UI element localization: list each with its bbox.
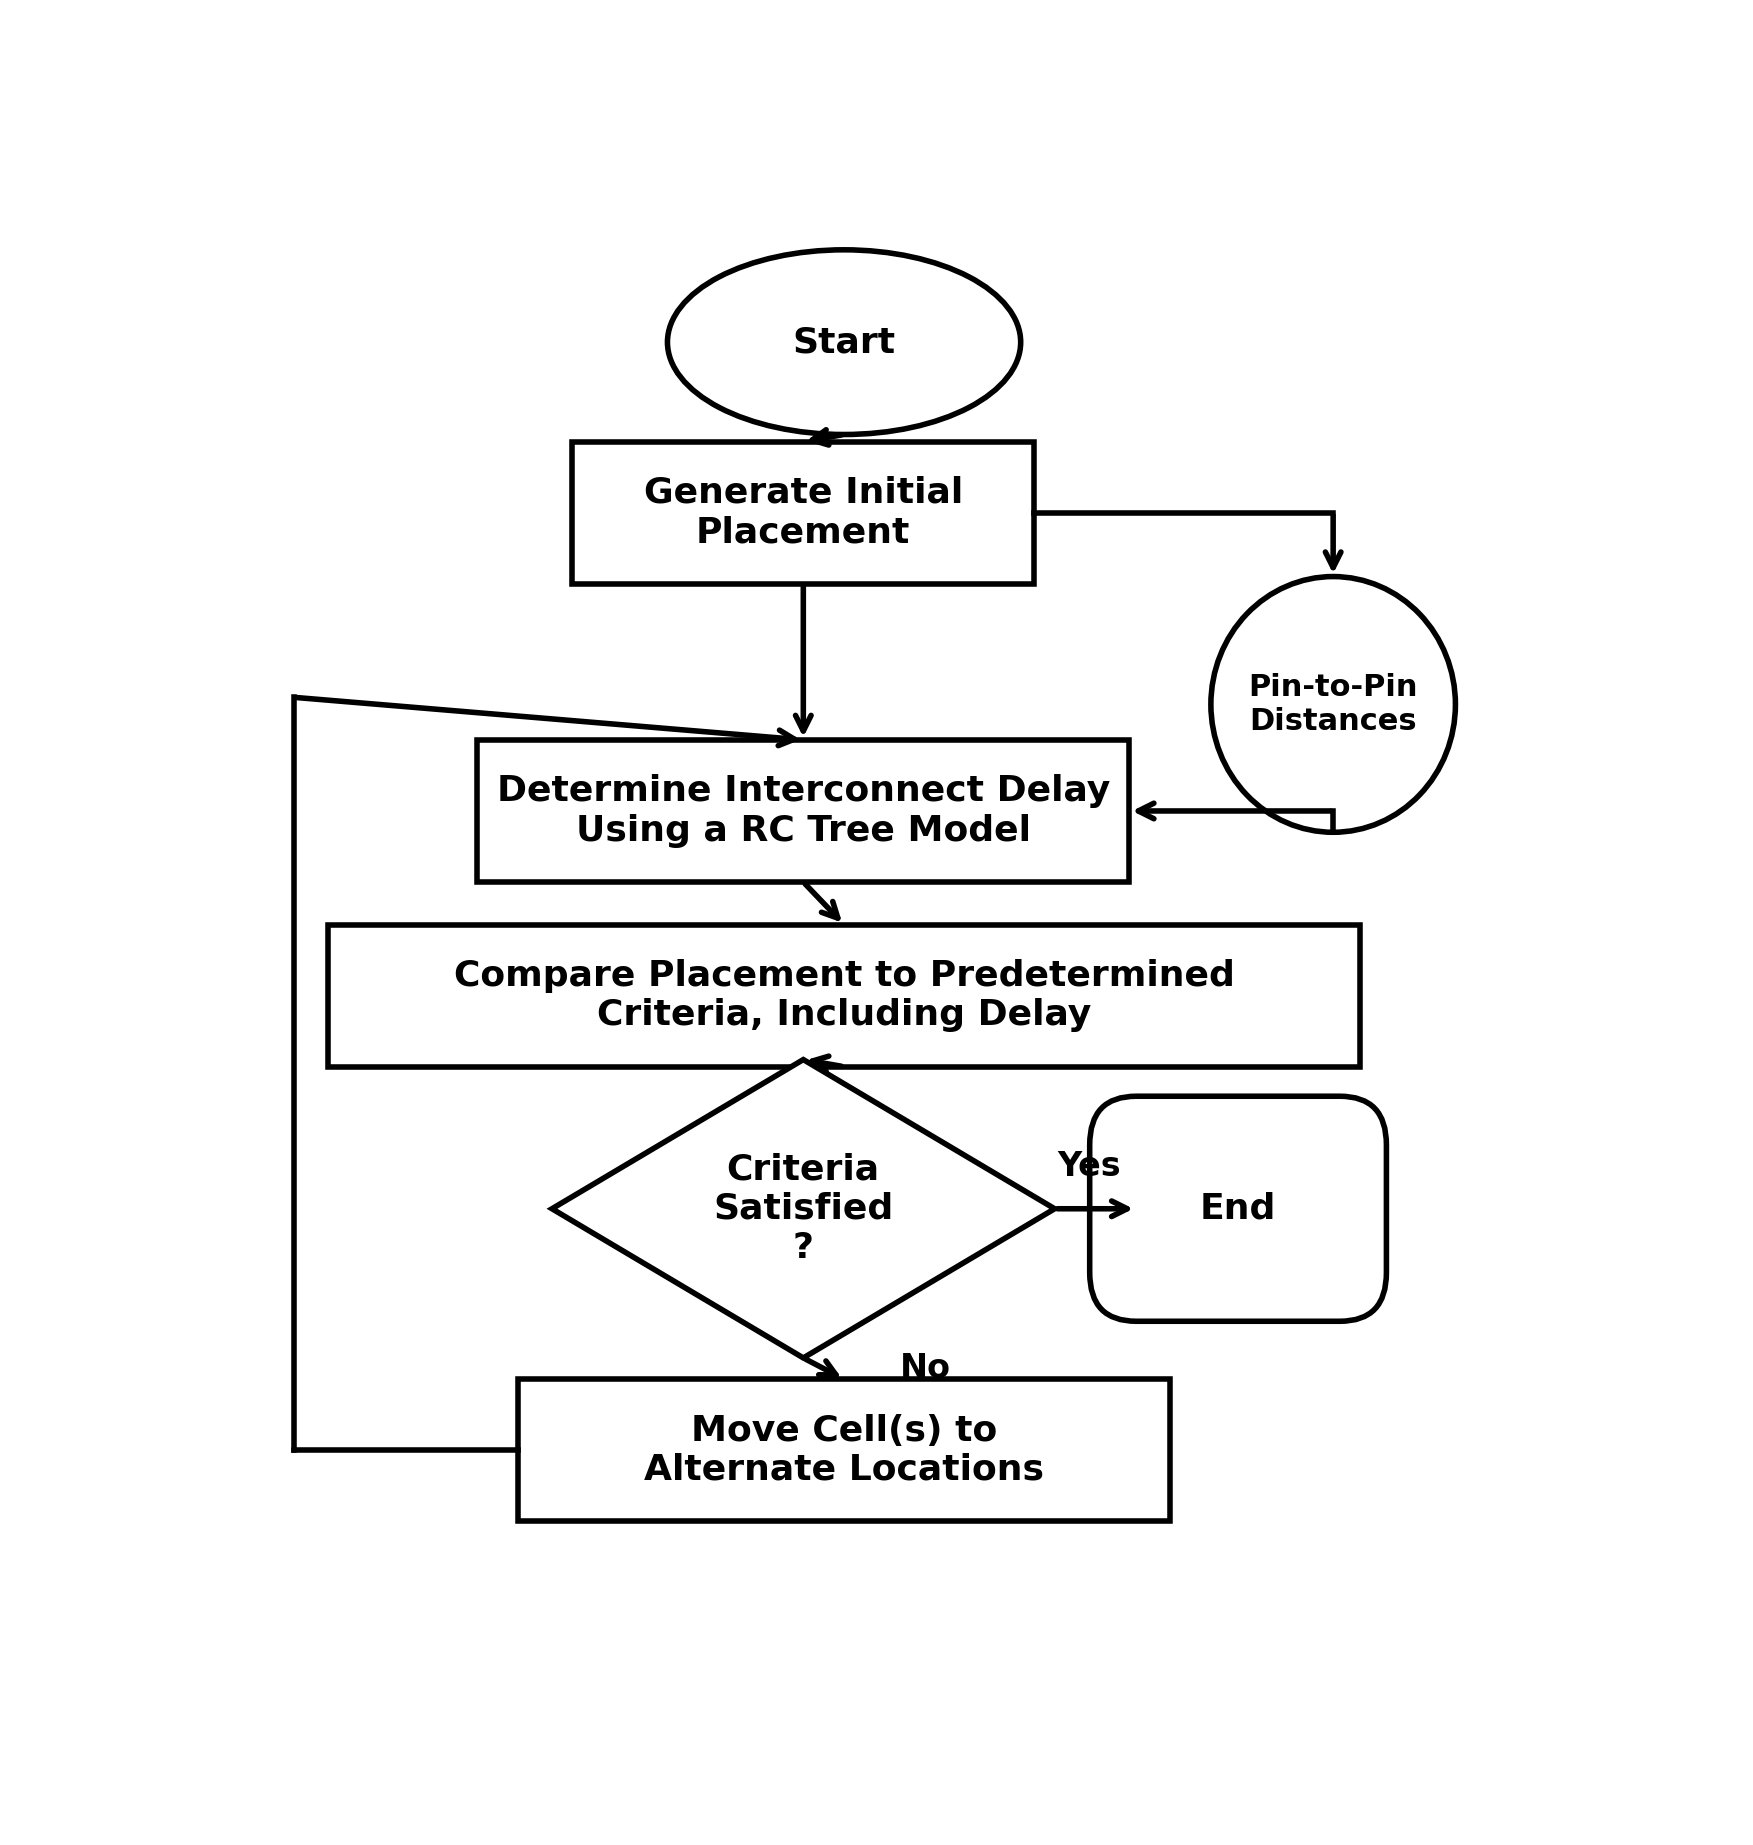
Text: Yes: Yes [1057,1149,1120,1183]
Polygon shape [552,1059,1055,1358]
Bar [571,441,1034,583]
FancyBboxPatch shape [1090,1096,1387,1321]
Circle shape [1211,576,1455,832]
Text: Determine Interconnect Delay
Using a RC Tree Model: Determine Interconnect Delay Using a RC … [496,775,1110,847]
Text: Generate Initial
Placement: Generate Initial Placement [643,476,962,550]
Text: Start: Start [792,325,896,360]
Text: Pin-to-Pin
Distances: Pin-to-Pin Distances [1248,673,1418,736]
Text: No: No [899,1352,952,1386]
Text: Compare Placement to Predetermined
Criteria, Including Delay: Compare Placement to Predetermined Crite… [454,959,1234,1033]
Ellipse shape [668,249,1020,434]
Bar [477,740,1129,882]
Text: End: End [1199,1192,1276,1225]
Bar [328,924,1360,1066]
Text: Move Cell(s) to
Alternate Locations: Move Cell(s) to Alternate Locations [643,1413,1045,1487]
Bar [519,1380,1171,1522]
Text: Criteria
Satisfied
?: Criteria Satisfied ? [713,1153,894,1266]
